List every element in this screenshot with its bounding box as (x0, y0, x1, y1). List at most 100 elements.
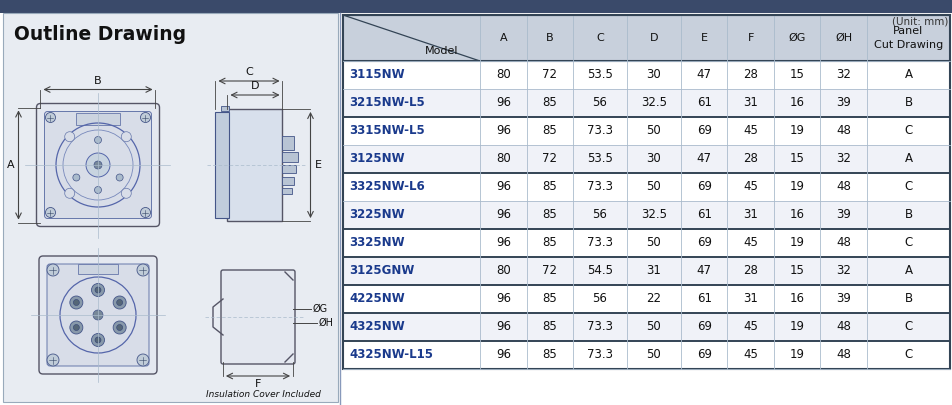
Text: C: C (903, 237, 912, 249)
Bar (3, 13, 338, 402)
Text: 16: 16 (789, 96, 803, 109)
Text: C: C (903, 348, 912, 362)
Bar (76, 113, 120, 124)
Text: 28: 28 (743, 264, 758, 277)
Text: C: C (903, 181, 912, 194)
Bar (343, 201, 949, 229)
Circle shape (60, 277, 136, 353)
Circle shape (46, 113, 55, 122)
Text: A: A (903, 68, 911, 81)
Text: 50: 50 (645, 348, 661, 362)
Circle shape (137, 264, 149, 276)
Text: 80: 80 (495, 153, 510, 166)
Text: 4325NW: 4325NW (348, 320, 405, 333)
Text: 48: 48 (836, 320, 850, 333)
Text: 73.3: 73.3 (586, 348, 612, 362)
Text: 72: 72 (542, 68, 557, 81)
Circle shape (95, 337, 101, 343)
Text: 85: 85 (542, 181, 557, 194)
Text: 61: 61 (696, 209, 711, 222)
Text: E: E (314, 160, 321, 170)
Text: 80: 80 (495, 264, 510, 277)
Text: 48: 48 (836, 348, 850, 362)
Text: ØH: ØH (319, 318, 333, 328)
Text: 16: 16 (789, 292, 803, 305)
Text: 3325NW-L6: 3325NW-L6 (348, 181, 425, 194)
Circle shape (137, 354, 149, 366)
Text: 31: 31 (743, 292, 758, 305)
Text: B: B (903, 292, 912, 305)
Text: 19: 19 (789, 181, 803, 194)
Text: 19: 19 (789, 124, 803, 138)
Text: 3325NW: 3325NW (348, 237, 405, 249)
Text: 69: 69 (696, 124, 711, 138)
Text: 45: 45 (743, 124, 758, 138)
Text: A: A (7, 160, 14, 170)
Circle shape (121, 132, 131, 142)
Text: 45: 45 (743, 181, 758, 194)
Text: 31: 31 (743, 209, 758, 222)
Circle shape (65, 188, 74, 198)
Text: 19: 19 (789, 320, 803, 333)
Circle shape (113, 296, 126, 309)
Bar (343, 15, 949, 369)
Bar (282, 165, 296, 173)
Text: Cut Drawing: Cut Drawing (873, 40, 942, 50)
Bar (282, 177, 294, 185)
Text: C: C (596, 33, 604, 43)
Text: 56: 56 (592, 209, 606, 222)
Circle shape (94, 186, 102, 194)
Bar (215, 112, 229, 218)
Circle shape (116, 324, 123, 330)
Text: 53.5: 53.5 (586, 68, 612, 81)
Text: 45: 45 (743, 348, 758, 362)
FancyBboxPatch shape (45, 111, 151, 219)
Text: 3225NW: 3225NW (348, 209, 405, 222)
Text: 73.3: 73.3 (586, 181, 612, 194)
Bar (0, 0, 952, 13)
Text: 19: 19 (789, 237, 803, 249)
Text: 3115NW: 3115NW (348, 68, 405, 81)
Bar (221, 106, 229, 111)
Bar (282, 152, 298, 162)
Text: 96: 96 (495, 209, 510, 222)
Text: 32.5: 32.5 (641, 209, 666, 222)
Text: 45: 45 (743, 237, 758, 249)
Circle shape (95, 287, 101, 293)
Circle shape (94, 161, 102, 169)
Circle shape (86, 153, 109, 177)
Text: B: B (903, 209, 912, 222)
Text: 31: 31 (743, 96, 758, 109)
Text: Insulation Cover Included: Insulation Cover Included (206, 390, 320, 399)
Circle shape (47, 264, 59, 276)
Text: 61: 61 (696, 292, 711, 305)
Text: F: F (746, 33, 753, 43)
Text: 39: 39 (836, 209, 850, 222)
FancyBboxPatch shape (36, 104, 159, 226)
Text: B: B (545, 33, 553, 43)
Bar (343, 117, 949, 145)
Text: 4325NW-L15: 4325NW-L15 (348, 348, 432, 362)
Text: 32.5: 32.5 (641, 96, 666, 109)
Bar (343, 89, 949, 117)
Circle shape (69, 321, 83, 334)
Text: 69: 69 (696, 181, 711, 194)
Text: 47: 47 (696, 68, 711, 81)
Text: D: D (649, 33, 658, 43)
Text: ØG: ØG (787, 33, 805, 43)
Text: 3215NW-L5: 3215NW-L5 (348, 96, 425, 109)
Text: 72: 72 (542, 264, 557, 277)
Text: 85: 85 (542, 209, 557, 222)
Text: 48: 48 (836, 124, 850, 138)
Circle shape (47, 354, 59, 366)
Circle shape (94, 136, 102, 143)
Text: 69: 69 (696, 237, 711, 249)
Text: 73.3: 73.3 (586, 320, 612, 333)
Circle shape (73, 324, 79, 330)
Text: 22: 22 (645, 292, 661, 305)
Bar (282, 188, 292, 194)
Text: 28: 28 (743, 153, 758, 166)
Text: 73.3: 73.3 (586, 237, 612, 249)
Text: 32: 32 (836, 264, 850, 277)
Bar (228, 109, 282, 221)
